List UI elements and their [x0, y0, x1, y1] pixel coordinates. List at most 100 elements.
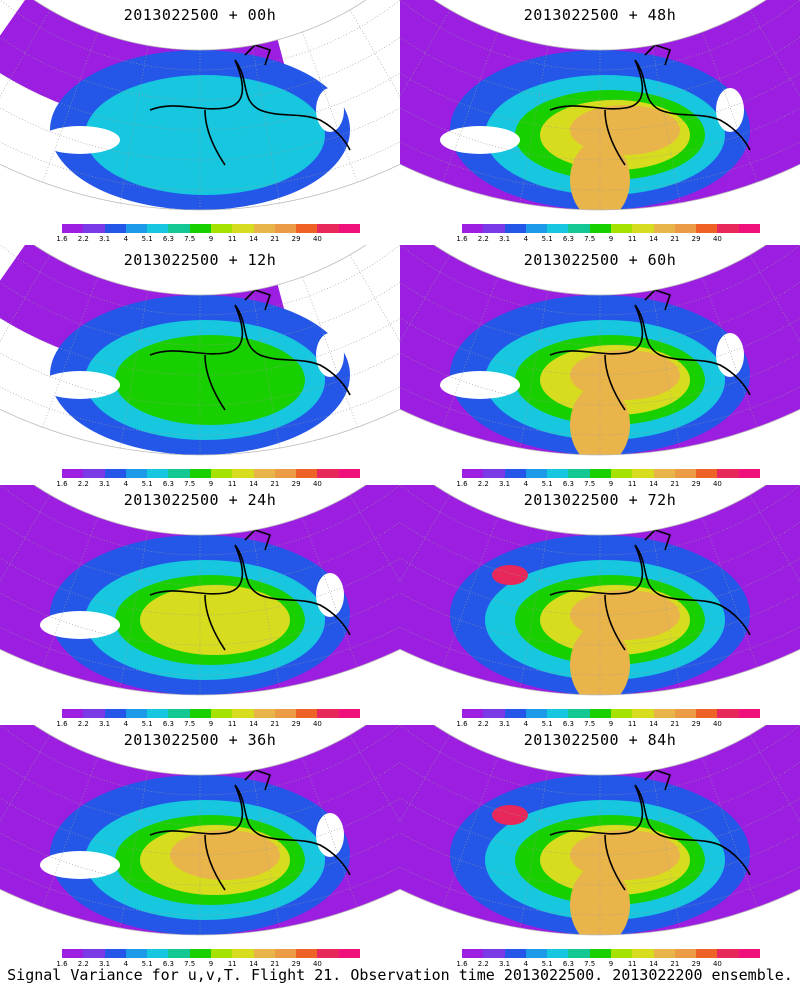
- colorbar-swatch: [568, 224, 590, 233]
- colorbar-swatch: [168, 709, 190, 718]
- colorbar-tick-label: 9: [208, 235, 214, 243]
- colorbar-swatch: [483, 469, 505, 478]
- colorbar-swatch: [738, 709, 760, 718]
- colorbar-ticks: 1.6 2.2 3.1 4 5.1 6.3 7.5 9 11 14 21 29 40: [456, 480, 760, 490]
- colorbar-tick-label: 14: [249, 480, 259, 488]
- colorbar-tick-label: 29: [291, 480, 301, 488]
- colorbar-tick-label: 40: [312, 235, 322, 243]
- colorbar-swatch: [462, 224, 484, 233]
- figure-caption: Signal Variance for u,v,T. Flight 21. Ob…: [7, 966, 793, 984]
- colorbar-swatch: [525, 709, 548, 718]
- colorbar-swatch: [317, 709, 339, 718]
- colorbar-tick-label: 1.6: [456, 235, 468, 243]
- variance-map: [0, 725, 400, 936]
- colorbar-swatch: [232, 709, 254, 718]
- colorbar-tick-label: 6.3: [562, 235, 574, 243]
- colorbar-tick-label: 5.1: [541, 720, 553, 728]
- colorbar-tick-label: 29: [691, 235, 701, 243]
- colorbar-swatch: [504, 949, 526, 958]
- colorbar-swatch: [232, 469, 254, 478]
- colorbar-tick-label: 9: [608, 720, 614, 728]
- colorbar-swatch: [210, 949, 233, 958]
- colorbar-tick-label: 29: [291, 235, 301, 243]
- colorbar-tick-label: 14: [649, 480, 659, 488]
- colorbar-tick-label: 1.6: [56, 720, 68, 728]
- colorbar-tick-label: 2.2: [77, 960, 89, 968]
- colorbar-tick-label: 5.1: [141, 235, 153, 243]
- forecast-panel-12h: 2013022500 + 12h 1.6 2.2 3.1 4 5.1 6.3 7.5 9 11 1…: [0, 245, 400, 490]
- colorbar-swatch: [83, 949, 105, 958]
- colorbar-swatch: [568, 949, 590, 958]
- colorbar-swatch: [125, 469, 148, 478]
- colorbar-tick-label: 29: [691, 960, 701, 968]
- colorbar-tick-label: 14: [249, 235, 259, 243]
- colorbar-tick-label: 1.6: [56, 960, 68, 968]
- colorbar-swatch: [483, 224, 505, 233]
- colorbar-tick-label: 6.3: [562, 480, 574, 488]
- colorbar-tick-label: 9: [208, 720, 214, 728]
- colorbar-tick-label: 29: [691, 720, 701, 728]
- colorbar-tick-label: 40: [712, 480, 722, 488]
- colorbar-tick-label: 29: [291, 720, 301, 728]
- colorbar-tick-label: 40: [712, 960, 722, 968]
- colorbar-swatch: [717, 709, 739, 718]
- colorbar-tick-label: 9: [208, 960, 214, 968]
- panel-title: 2013022500 + 48h: [523, 6, 677, 24]
- colorbar-swatch: [104, 709, 126, 718]
- colorbar-tick-label: 7.5: [584, 480, 596, 488]
- colorbar-tick-label: 14: [249, 960, 259, 968]
- colorbar-swatch: [296, 469, 318, 478]
- colorbar-swatch: [547, 949, 569, 958]
- colorbar-swatch: [504, 709, 526, 718]
- colorbar-swatch: [653, 709, 675, 718]
- variance-map: [400, 485, 800, 696]
- colorbar-swatch: [168, 224, 190, 233]
- colorbar-swatch: [547, 709, 569, 718]
- colorbar: [62, 709, 360, 718]
- colorbar-ticks: 1.6 2.2 3.1 4 5.1 6.3 7.5 9 11 14 21 29 40: [56, 235, 360, 245]
- colorbar-swatch: [168, 469, 190, 478]
- colorbar-swatch: [674, 469, 697, 478]
- colorbar-swatch: [147, 469, 169, 478]
- colorbar-tick-label: 11: [627, 960, 637, 968]
- colorbar-swatch: [104, 469, 126, 478]
- colorbar-tick-label: 11: [227, 720, 237, 728]
- colorbar-tick-label: 5.1: [541, 235, 553, 243]
- colorbar-swatch: [210, 709, 233, 718]
- colorbar: [62, 949, 360, 958]
- colorbar-tick-label: 7.5: [184, 960, 196, 968]
- colorbar-tick-label: 1.6: [56, 235, 68, 243]
- colorbar: [462, 224, 760, 233]
- panel-title: 2013022500 + 36h: [123, 731, 277, 749]
- colorbar-swatch: [525, 469, 548, 478]
- colorbar-swatch: [274, 709, 297, 718]
- colorbar-swatch: [83, 469, 105, 478]
- colorbar-tick-label: 2.2: [77, 235, 89, 243]
- panel-title: 2013022500 + 24h: [123, 491, 277, 509]
- colorbar-swatch: [462, 949, 484, 958]
- colorbar-swatch: [253, 469, 275, 478]
- colorbar-swatch: [338, 469, 360, 478]
- colorbar-swatch: [462, 709, 484, 718]
- colorbar-swatch: [253, 224, 275, 233]
- colorbar-tick-label: 14: [649, 235, 659, 243]
- colorbar-tick-label: 40: [312, 720, 322, 728]
- panel-title: 2013022500 + 00h: [123, 6, 277, 24]
- colorbar-swatch: [525, 224, 548, 233]
- colorbar-tick-label: 4: [523, 720, 529, 728]
- colorbar: [462, 469, 760, 478]
- colorbar-swatch: [610, 949, 633, 958]
- colorbar-tick-label: 2.2: [477, 480, 489, 488]
- colorbar-tick-label: 29: [691, 480, 701, 488]
- colorbar-tick-label: 3.1: [98, 960, 111, 968]
- colorbar-tick-label: 6.3: [562, 720, 574, 728]
- colorbar-swatch: [568, 469, 590, 478]
- variance-map: [0, 0, 400, 211]
- colorbar-swatch: [610, 469, 633, 478]
- colorbar-swatch: [653, 224, 675, 233]
- colorbar-swatch: [338, 709, 360, 718]
- variance-map: [0, 245, 400, 456]
- colorbar-swatch: [210, 224, 233, 233]
- colorbar-swatch: [462, 469, 484, 478]
- colorbar-swatch: [738, 469, 760, 478]
